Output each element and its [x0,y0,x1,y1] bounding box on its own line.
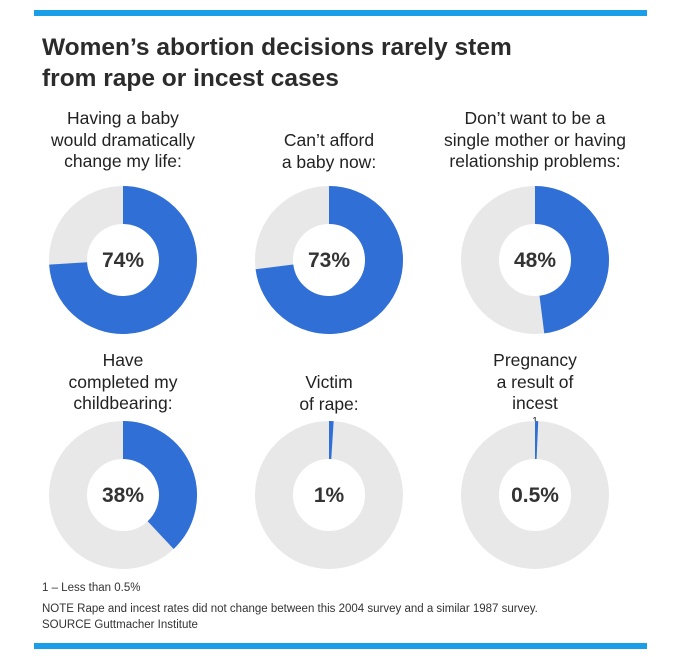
donut-label-line: Victim [305,372,353,392]
donut-label-line: completed my [68,371,178,392]
chart-title-line-1: Women’s abortion decisions rarely stem [42,34,512,61]
donut-label-line: a baby now: [281,151,377,172]
donut-label: Victim of rape: [226,372,432,415]
donut-label-line: Don’t want to be a [464,108,606,128]
source-text: SOURCE Guttmacher Institute [42,619,198,631]
donut-value-arc [49,186,197,334]
donut-label-line: childbearing: [73,393,173,413]
chart-title: Women’s abortion decisions rarely stem f… [42,32,642,94]
footnote-1: 1 – Less than 0.5% [42,582,141,594]
donut-label-line: relationship problems: [449,151,621,171]
donut-label-line: Pregnancy [493,350,577,370]
donut-chart: 38% [49,421,197,569]
donut-label-line: a result of [496,371,574,392]
donut-chart: 73% [255,186,403,334]
donut-label-line: would dramatically [51,129,195,150]
donut-percent-label: 38% [102,484,144,507]
donut-label-line: change my life: [64,151,182,171]
donut-chart: 0.5% [461,420,609,569]
donut-chart: 74% [49,186,197,334]
donut-label-line: Can’t afford [283,130,375,150]
donut-value-arc [122,421,197,549]
top-accent-bar [34,10,647,16]
donut-chart: 48% [461,186,609,334]
donut-label-line: of rape: [299,393,359,414]
donut-label: Have completed my childbearing: [20,350,226,415]
donut-percent-label: 0.5% [511,484,559,507]
donut-value-arc [255,186,403,334]
chart-title-line-2: from rape or incest cases [42,65,339,92]
donut-label: Can’t afford a baby now: [226,130,432,173]
donut-value-arc [534,186,609,334]
donut-label: Having a baby would dramatically change … [20,108,226,173]
donut-percent-label: 48% [514,249,556,272]
donut-label-line: single mother or having [444,129,626,150]
donut-label-text: incest [512,393,558,413]
donut-label-line: Having a baby [67,108,179,128]
bottom-accent-bar [34,643,647,649]
donut-label: Don’t want to be a single mother or havi… [432,108,638,173]
note-text: NOTE Rape and incest rates did not chang… [42,603,538,615]
donut-chart: 1% [255,421,403,569]
donut-percent-label: 74% [102,249,144,272]
donut-label-line: Have [102,350,144,370]
donut-percent-label: 73% [308,249,350,272]
donut-percent-label: 1% [314,484,345,507]
